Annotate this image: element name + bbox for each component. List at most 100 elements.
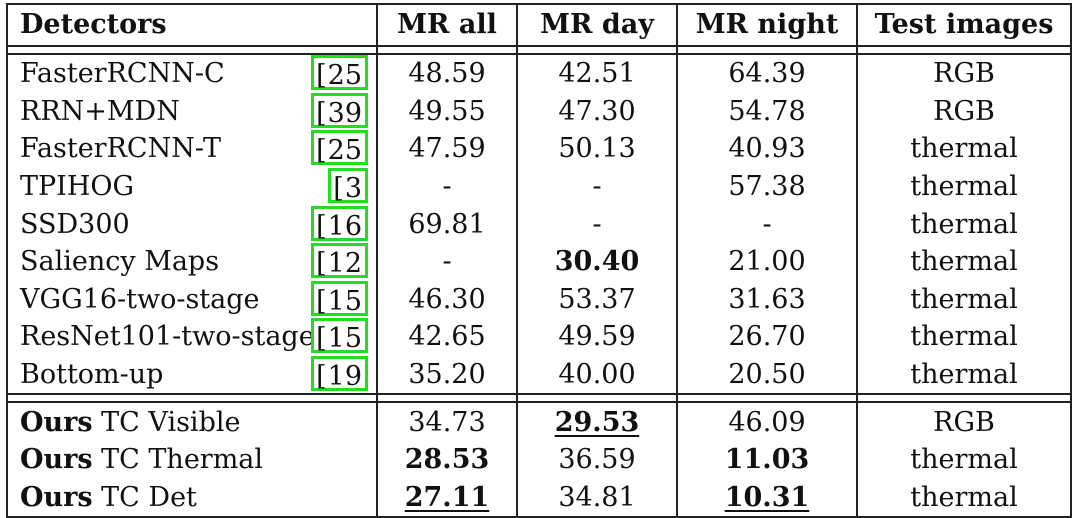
detector-name: TPIHOG xyxy=(20,171,135,203)
mr-night-value: 10.31 xyxy=(724,481,810,513)
citation-highlight: [15 xyxy=(311,318,368,355)
header-mr-all: MR all xyxy=(376,3,518,47)
mr-night-value: 54.78 xyxy=(676,92,858,131)
citation-highlight: [25 xyxy=(311,130,368,167)
mr-day-value: 50.13 xyxy=(516,130,678,168)
citation-highlight: [39 xyxy=(311,92,368,129)
mr-all-value: 48.59 xyxy=(376,54,518,93)
citation-number: 15 xyxy=(327,285,362,317)
mr-all-value: 34.73 xyxy=(376,402,518,441)
mr-night-value: - xyxy=(676,205,858,243)
citation-highlight: [19 xyxy=(311,356,368,393)
citation-number: 25 xyxy=(327,60,362,92)
mr-day-value: - xyxy=(516,205,678,243)
detector-name: TC Det xyxy=(101,481,197,513)
table-row: Ours TC Det 27.11 34.81 10.31 thermal xyxy=(6,478,1072,518)
table-row: Ours TC Thermal 28.53 36.59 11.03 therma… xyxy=(6,440,1072,479)
detector-name: FasterRCNN-T xyxy=(20,133,221,165)
mr-night-value: 46.09 xyxy=(676,402,858,441)
mr-all-value: 47.59 xyxy=(376,130,518,168)
mr-night-value: 26.70 xyxy=(676,318,858,356)
mr-all-value: 49.55 xyxy=(376,92,518,131)
detector-name: Saliency Maps xyxy=(20,246,220,278)
mr-all-value: - xyxy=(376,167,518,206)
citation-number: 15 xyxy=(327,323,362,355)
mr-night-value: 31.63 xyxy=(676,280,858,319)
table-row: Saliency Maps [12 - 30.40 21.00 thermal xyxy=(6,242,1072,281)
detector-name: ResNet101-two-stage xyxy=(20,321,315,353)
spacer-row xyxy=(6,46,1072,55)
detector-name: TC Thermal xyxy=(101,444,264,476)
detector-name: SSD300 xyxy=(20,208,130,240)
mr-day-value: 36.59 xyxy=(516,440,678,479)
header-mr-night: MR night xyxy=(676,3,858,47)
mr-all-value: 27.11 xyxy=(404,481,490,513)
detector-name: FasterRCNN-C xyxy=(20,58,225,90)
citation-number: 3 xyxy=(344,173,362,205)
table-row: Ours TC Visible 34.73 29.53 46.09 RGB xyxy=(6,402,1072,441)
mr-night-value: 20.50 xyxy=(676,355,858,395)
mr-night-value: 57.38 xyxy=(676,167,858,206)
mr-day-value: - xyxy=(516,167,678,206)
detector-name: Bottom-up xyxy=(20,359,164,391)
ours-prefix: Ours xyxy=(20,406,93,438)
test-images-value: thermal xyxy=(856,478,1072,518)
test-images-value: RGB xyxy=(856,92,1072,131)
test-images-value: thermal xyxy=(856,280,1072,319)
mr-night-value: 40.93 xyxy=(676,130,858,168)
table-row: FasterRCNN-C [25 48.59 42.51 64.39 RGB xyxy=(6,54,1072,93)
mr-day-value: 49.59 xyxy=(516,318,678,356)
header-detectors: Detectors xyxy=(6,3,378,47)
mr-all-value: 42.65 xyxy=(376,318,518,356)
test-images-value: thermal xyxy=(856,242,1072,281)
header-mr-day: MR day xyxy=(516,3,678,47)
table-row: TPIHOG [3 - - 57.38 thermal xyxy=(6,167,1072,206)
test-images-value: RGB xyxy=(856,402,1072,441)
table-row: RRN+MDN [39 49.55 47.30 54.78 RGB xyxy=(6,92,1072,131)
table-row: VGG16-two-stage [15 46.30 53.37 31.63 the… xyxy=(6,280,1072,319)
citation-number: 39 xyxy=(327,97,362,129)
citation-number: 25 xyxy=(327,135,362,167)
mr-day-value: 29.53 xyxy=(554,406,640,438)
mr-night-value: 21.00 xyxy=(676,242,858,281)
mr-all-value: 35.20 xyxy=(376,355,518,395)
table-row: FasterRCNN-T [25 47.59 50.13 40.93 therma… xyxy=(6,130,1072,168)
mr-day-value: 53.37 xyxy=(516,280,678,319)
results-table: Detectors MR all MR day MR night Test im… xyxy=(6,3,1072,518)
mr-all-value: 46.30 xyxy=(376,280,518,319)
citation-highlight: [15 xyxy=(311,280,368,317)
citation-highlight: [3 xyxy=(328,168,368,205)
table-row: ResNet101-two-stage [15 42.65 49.59 26.70… xyxy=(6,318,1072,356)
mr-day-value: 40.00 xyxy=(516,355,678,395)
test-images-value: thermal xyxy=(856,205,1072,243)
mr-day-value: 47.30 xyxy=(516,92,678,131)
citation-highlight: [16 xyxy=(311,205,368,242)
mr-night-value: 11.03 xyxy=(676,440,858,479)
test-images-value: RGB xyxy=(856,54,1072,93)
table-row: SSD300 [16 69.81 - - thermal xyxy=(6,205,1072,243)
mr-all-value: 28.53 xyxy=(376,440,518,479)
mr-night-value: 64.39 xyxy=(676,54,858,93)
header-row: Detectors MR all MR day MR night Test im… xyxy=(6,3,1072,47)
citation-highlight: [25 xyxy=(311,55,368,92)
mr-all-value: - xyxy=(376,242,518,281)
spacer-row xyxy=(6,393,1072,404)
citation-number: 19 xyxy=(327,361,362,393)
test-images-value: thermal xyxy=(856,130,1072,168)
test-images-value: thermal xyxy=(856,440,1072,479)
table-row: Bottom-up [19 35.20 40.00 20.50 thermal xyxy=(6,355,1072,395)
citation-number: 12 xyxy=(327,248,362,280)
header-test-images: Test images xyxy=(856,3,1072,47)
ours-prefix: Ours xyxy=(20,481,93,513)
mr-day-value: 42.51 xyxy=(516,54,678,93)
detector-name: TC Visible xyxy=(101,406,241,438)
test-images-value: thermal xyxy=(856,355,1072,395)
mr-day-value: 34.81 xyxy=(516,478,678,518)
citation-number: 16 xyxy=(327,210,362,242)
mr-day-value: 30.40 xyxy=(516,242,678,281)
detector-name: RRN+MDN xyxy=(20,95,180,127)
test-images-value: thermal xyxy=(856,318,1072,356)
mr-all-value: 69.81 xyxy=(376,205,518,243)
detector-name: VGG16-two-stage xyxy=(20,283,260,315)
